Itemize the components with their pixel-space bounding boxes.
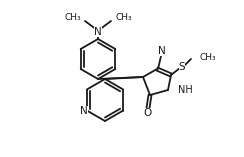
Text: CH₃: CH₃: [200, 52, 217, 62]
Text: CH₃: CH₃: [115, 13, 132, 22]
Text: S: S: [179, 62, 185, 72]
Text: N: N: [158, 46, 166, 56]
Text: N: N: [80, 106, 88, 116]
Text: O: O: [144, 108, 152, 118]
Text: NH: NH: [178, 85, 193, 95]
Text: N: N: [94, 27, 102, 37]
Text: CH₃: CH₃: [64, 13, 81, 22]
